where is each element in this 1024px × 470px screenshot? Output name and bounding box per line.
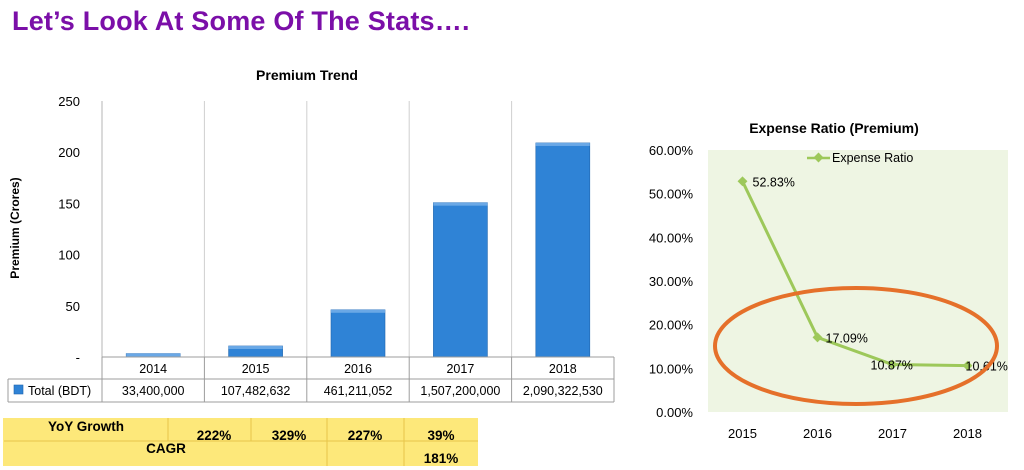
expense-y-tick-label: 10.00% — [649, 361, 694, 376]
expense-y-tick-label: 50.00% — [649, 187, 694, 202]
premium-chart-title: Premium Trend — [256, 67, 358, 83]
yoy-growth-value: 329% — [272, 428, 307, 443]
premium-bar-top — [126, 353, 181, 357]
premium-y-axis-label: Premium (Crores) — [8, 177, 22, 278]
premium-bar-2018 — [535, 142, 591, 358]
premium-x-tick-label: 2015 — [242, 362, 270, 376]
premium-y-tick-label: - — [76, 350, 80, 365]
expense-legend: Expense Ratio — [807, 151, 913, 165]
expense-y-tick-label: 40.00% — [649, 230, 694, 245]
premium-x-tick-label: 2014 — [139, 362, 167, 376]
premium-data-table: 2014 33,400,000 2015 107,482,632 2016 461,211… — [7, 356, 615, 403]
premium-bar-top — [433, 202, 488, 206]
cagr-label: CAGR — [146, 441, 186, 456]
growth-table-background — [3, 418, 478, 466]
expense-ratio-chart: Expense Ratio (Premium) 0.00% 10.00% 20.00… — [649, 120, 1008, 441]
expense-plot-area — [708, 150, 1008, 412]
premium-bars — [125, 142, 591, 358]
yoy-growth-value: 222% — [197, 428, 232, 443]
premium-y-tick-label: 50 — [66, 299, 80, 314]
expense-ratio-line — [741, 180, 968, 368]
expense-x-tick-label: 2015 — [728, 426, 757, 441]
table-legend-label: Total (BDT) — [28, 384, 91, 398]
premium-y-tick-label: 200 — [58, 145, 80, 160]
legend-label: Expense Ratio — [832, 151, 913, 165]
yoy-growth-value: 39% — [427, 428, 454, 443]
premium-bar-2016 — [330, 309, 386, 358]
premium-table-value: 2,090,322,530 — [523, 384, 603, 398]
slide-title: Let’s Look At Some Of The Stats…. — [12, 6, 470, 36]
expense-y-tick-label: 0.00% — [656, 405, 693, 420]
expense-point-2018 — [962, 360, 973, 371]
premium-y-ticks: - 50 100 150 200 250 — [58, 94, 80, 365]
premium-bar-top — [228, 345, 283, 349]
expense-x-tick-label: 2017 — [878, 426, 907, 441]
premium-table-value: 1,507,200,000 — [420, 384, 500, 398]
expense-x-tick-label: 2016 — [803, 426, 832, 441]
expense-y-ticks: 0.00% 10.00% 20.00% 30.00% 40.00% 50.00% 60.00… — [649, 143, 694, 420]
premium-table-value: 33,400,000 — [122, 384, 185, 398]
highlight-ellipse — [713, 286, 999, 406]
premium-x-tick-label: 2016 — [344, 362, 372, 376]
expense-data-label: 52.83% — [753, 175, 795, 189]
expense-x-ticks: 2015 2016 2017 2018 — [728, 426, 982, 441]
premium-y-tick-label: 250 — [58, 94, 80, 109]
premium-table-value: 461,211,052 — [324, 384, 393, 398]
yoy-growth-label: YoY Growth — [48, 419, 124, 434]
expense-point-2017 — [887, 359, 898, 370]
cagr-value: 181% — [424, 451, 459, 466]
premium-x-tick-label: 2018 — [549, 362, 577, 376]
expense-x-tick-label: 2018 — [953, 426, 982, 441]
premium-bar-top — [331, 309, 385, 313]
premium-x-tick-label: 2017 — [446, 362, 474, 376]
premium-table-value: 107,482,632 — [221, 384, 291, 398]
premium-y-tick-label: 150 — [58, 196, 80, 211]
growth-table: YoY Growth 222% 329% 227% 39% CAGR 181% — [3, 418, 478, 466]
expense-y-tick-label: 60.00% — [649, 143, 694, 158]
expense-point-2016 — [812, 332, 823, 343]
premium-y-tick-label: 100 — [58, 248, 80, 263]
expense-chart-title: Expense Ratio (Premium) — [749, 120, 919, 136]
table-legend-swatch — [13, 384, 24, 395]
expense-data-label: 10.87% — [871, 359, 913, 373]
expense-y-tick-label: 30.00% — [649, 274, 694, 289]
premium-bar-2017 — [433, 202, 488, 358]
premium-bar-top — [535, 142, 590, 146]
premium-trend-chart: Premium Trend Premium (Crores) - 50 100 150… — [7, 67, 615, 403]
expense-data-label: 17.09% — [826, 331, 868, 345]
expense-point-2015 — [737, 176, 748, 187]
premium-gridlines — [101, 101, 513, 357]
legend-marker — [813, 152, 824, 163]
yoy-growth-value: 227% — [348, 428, 383, 443]
expense-y-tick-label: 20.00% — [649, 318, 694, 333]
